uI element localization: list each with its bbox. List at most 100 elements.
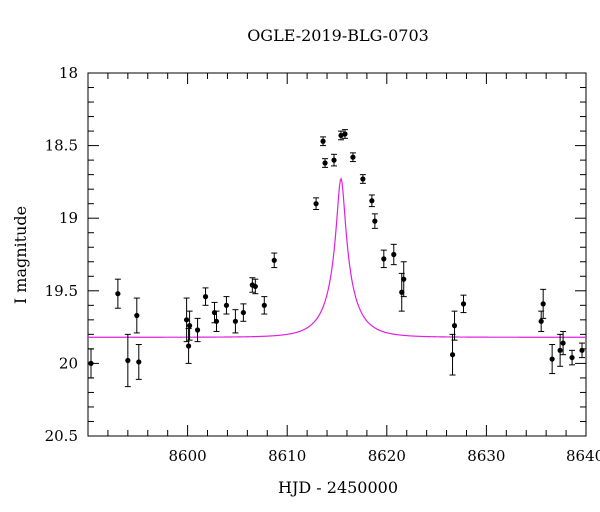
- point-marker: [557, 347, 563, 353]
- point-marker: [184, 317, 190, 323]
- data-point: [232, 309, 239, 334]
- data-point: [322, 158, 329, 168]
- data-point: [252, 278, 259, 295]
- data-point: [569, 349, 576, 366]
- data-point: [183, 297, 190, 343]
- point-marker: [261, 302, 267, 308]
- data-point: [261, 296, 268, 315]
- data-point: [135, 344, 142, 380]
- point-marker: [549, 356, 555, 362]
- point-marker: [232, 318, 239, 324]
- data-point: [460, 294, 467, 314]
- point-marker: [338, 132, 344, 139]
- point-marker: [88, 360, 94, 366]
- data-point: [124, 333, 131, 388]
- x-tick-label: 8610: [268, 447, 306, 465]
- point-marker: [194, 327, 201, 333]
- point-marker: [579, 347, 585, 353]
- data-points: [87, 129, 586, 388]
- data-point: [359, 174, 366, 184]
- point-marker: [125, 357, 131, 364]
- y-tick-label: 20: [59, 354, 78, 372]
- data-point: [390, 243, 397, 266]
- point-marker: [186, 323, 193, 329]
- point-marker: [460, 301, 467, 307]
- x-axis-title: HJD - 2450000: [278, 478, 398, 497]
- point-marker: [569, 354, 575, 361]
- point-marker: [252, 283, 258, 290]
- point-marker: [391, 251, 397, 258]
- point-marker: [322, 160, 328, 166]
- data-point: [271, 252, 278, 269]
- point-marker: [369, 198, 375, 204]
- y-tick-labels: 18 18.5 19 19.5 20 20.5: [45, 64, 78, 445]
- point-marker: [313, 201, 319, 207]
- point-marker: [538, 318, 544, 324]
- data-point: [331, 153, 338, 167]
- data-point: [540, 288, 547, 319]
- point-marker: [271, 257, 277, 263]
- data-point: [313, 197, 320, 210]
- point-marker: [540, 301, 546, 307]
- y-tick-label: 18: [59, 64, 78, 82]
- point-marker: [381, 256, 387, 262]
- data-point: [538, 310, 545, 332]
- x-tick-label: 8600: [169, 447, 207, 465]
- y-tick-label: 19: [59, 209, 78, 227]
- data-point: [213, 310, 220, 332]
- model-curve: [88, 177, 586, 338]
- point-marker: [342, 131, 348, 137]
- data-point: [223, 296, 230, 315]
- point-marker: [240, 309, 246, 316]
- point-marker: [202, 294, 209, 300]
- data-point: [371, 213, 378, 229]
- data-point: [114, 278, 121, 309]
- data-point: [341, 129, 348, 139]
- point-marker: [115, 291, 121, 297]
- point-marker: [360, 176, 366, 182]
- x-tick-labels: 8600 8610 8620 8630 8640: [169, 447, 600, 465]
- point-marker: [331, 157, 337, 163]
- y-tick-label: 19.5: [45, 282, 78, 300]
- axis-ticks: [87, 72, 587, 437]
- data-point: [133, 297, 140, 334]
- point-marker: [320, 138, 326, 144]
- point-marker: [449, 352, 456, 358]
- point-marker: [401, 276, 407, 282]
- data-point: [240, 303, 247, 322]
- data-point: [337, 130, 344, 141]
- data-point: [87, 348, 94, 379]
- point-marker: [451, 323, 458, 329]
- point-marker: [213, 318, 220, 324]
- point-marker: [560, 340, 566, 346]
- data-point: [557, 333, 564, 367]
- data-point: [549, 344, 556, 375]
- point-marker: [350, 154, 356, 160]
- data-point: [194, 317, 201, 343]
- y-tick-label: 20.5: [45, 427, 78, 445]
- plot-frame: [87, 72, 587, 437]
- y-tick-label: 18.5: [45, 137, 78, 155]
- data-point: [349, 152, 356, 163]
- point-marker: [372, 218, 378, 224]
- point-marker: [399, 289, 405, 295]
- data-point: [380, 249, 387, 269]
- data-point: [560, 330, 567, 356]
- chart-title: OGLE-2019-BLG-0703: [247, 26, 429, 45]
- data-point: [185, 328, 192, 364]
- y-axis-title: I magnitude: [11, 206, 30, 304]
- point-marker: [223, 302, 230, 308]
- point-marker: [134, 312, 140, 319]
- point-marker: [185, 343, 192, 349]
- x-tick-label: 8640: [566, 447, 600, 465]
- x-tick-label: 8630: [467, 447, 505, 465]
- data-point: [186, 310, 193, 341]
- data-point: [579, 342, 586, 359]
- data-point: [202, 287, 209, 306]
- data-point: [400, 261, 407, 298]
- data-point: [320, 136, 327, 147]
- data-point: [368, 194, 375, 208]
- x-tick-label: 8620: [368, 447, 406, 465]
- data-point: [451, 310, 458, 341]
